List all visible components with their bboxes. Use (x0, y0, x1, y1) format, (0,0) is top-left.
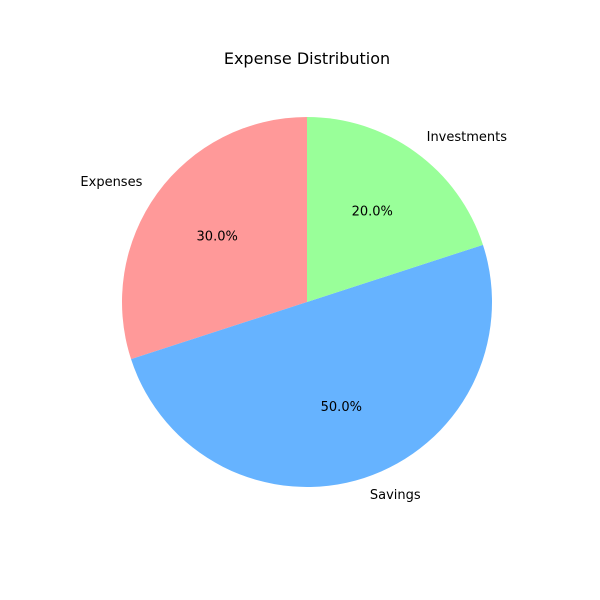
pie-labels: Expenses 30.0% Savings 50.0% Investments 20.0… (80, 130, 507, 503)
pie-slices (121, 117, 493, 487)
slice-percent-savings: 50.0% (321, 400, 362, 415)
slice-label-expenses: Expenses (80, 175, 142, 190)
pie-slice-savings (131, 244, 493, 487)
slice-percent-investments: 20.0% (352, 205, 393, 220)
slice-percent-expenses: 30.0% (197, 229, 238, 244)
pie-slice-investments (307, 117, 483, 302)
chart-title: Expense Distribution (224, 49, 390, 68)
slice-label-investments: Investments (427, 130, 508, 145)
slice-label-savings: Savings (370, 488, 421, 503)
pie-slice-expenses (121, 117, 307, 360)
